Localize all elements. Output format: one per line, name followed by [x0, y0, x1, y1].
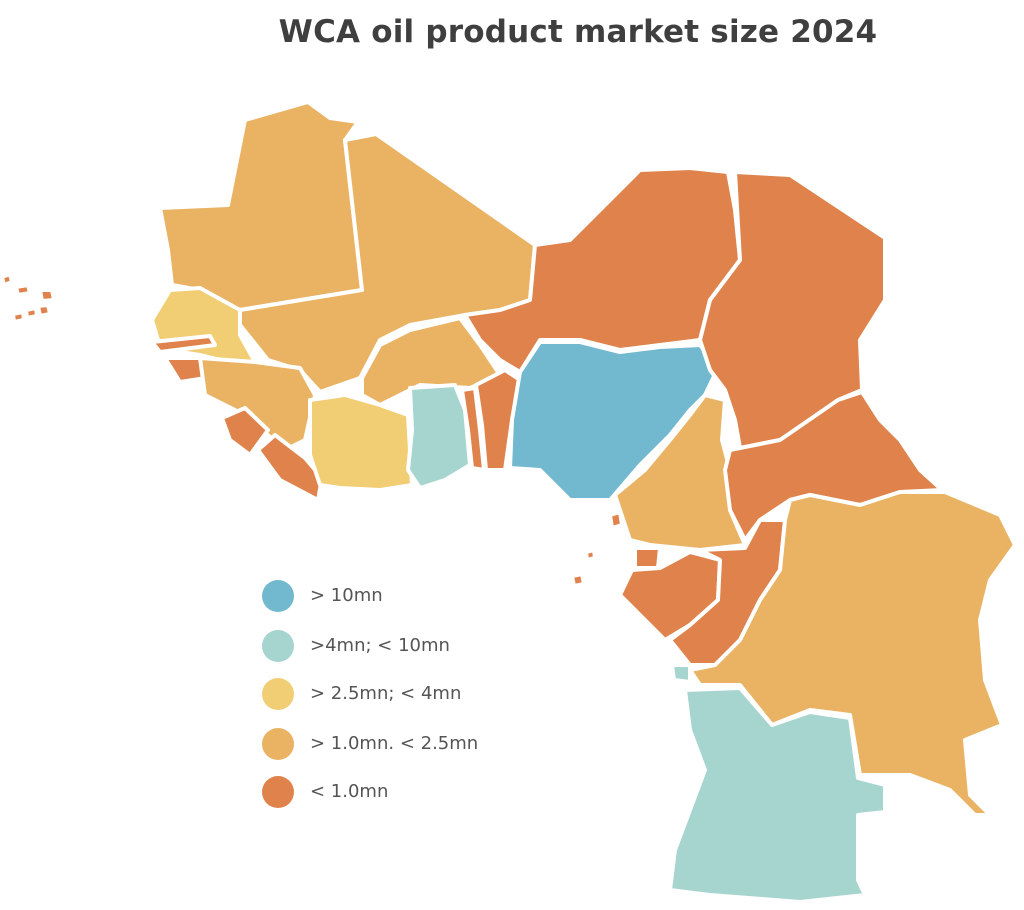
region-cabinda — [670, 663, 692, 684]
legend-item-4to10: >4mn; < 10mn — [262, 630, 522, 664]
region-cameroon — [613, 393, 747, 552]
region-dr-congo — [688, 490, 1017, 817]
legend-item-gt10: > 10mn — [262, 580, 522, 614]
legend-item-2p5to4: > 2.5mn; < 4mn — [262, 678, 522, 712]
region-cape-verde-4 — [36, 303, 52, 318]
region-cape-verde-1 — [0, 272, 14, 287]
legend-swatch-icon — [262, 728, 294, 760]
region-cape-verde-2 — [14, 283, 32, 297]
legend-label: > 1.0mn. < 2.5mn — [310, 733, 479, 754]
region-angola — [668, 686, 887, 904]
region-ghana — [406, 383, 472, 490]
legend-label: > 10mn — [310, 585, 383, 606]
legend-item-1to2p5: > 1.0mn. < 2.5mn — [262, 728, 522, 762]
map-title: WCA oil product market size 2024 — [278, 14, 878, 50]
region-mauritania — [158, 100, 364, 312]
region-guinea — [198, 356, 317, 452]
region-gambia — [150, 334, 217, 354]
legend-label: >4mn; < 10mn — [310, 635, 450, 656]
region-sierra-leone — [220, 406, 270, 457]
region-sao-tome — [570, 572, 586, 588]
legend-swatch-icon — [262, 678, 294, 710]
legend-item-lt1: < 1.0mn — [262, 776, 522, 810]
region-cape-verde-5 — [24, 306, 39, 320]
region-benin — [474, 368, 522, 472]
region-cape-verde-6 — [11, 310, 26, 324]
legend-label: > 2.5mn; < 4mn — [310, 683, 462, 704]
region-cape-verde-3 — [38, 288, 56, 303]
region-cote-divoire — [308, 393, 414, 492]
region-bioko — [608, 510, 624, 530]
region-nigeria — [508, 340, 720, 502]
legend-label: < 1.0mn — [310, 781, 389, 802]
region-principe — [584, 548, 597, 562]
legend-swatch-icon — [262, 630, 294, 662]
legend-swatch-icon — [262, 580, 294, 612]
legend-swatch-icon — [262, 776, 294, 808]
region-equatorial-guinea — [633, 546, 662, 570]
